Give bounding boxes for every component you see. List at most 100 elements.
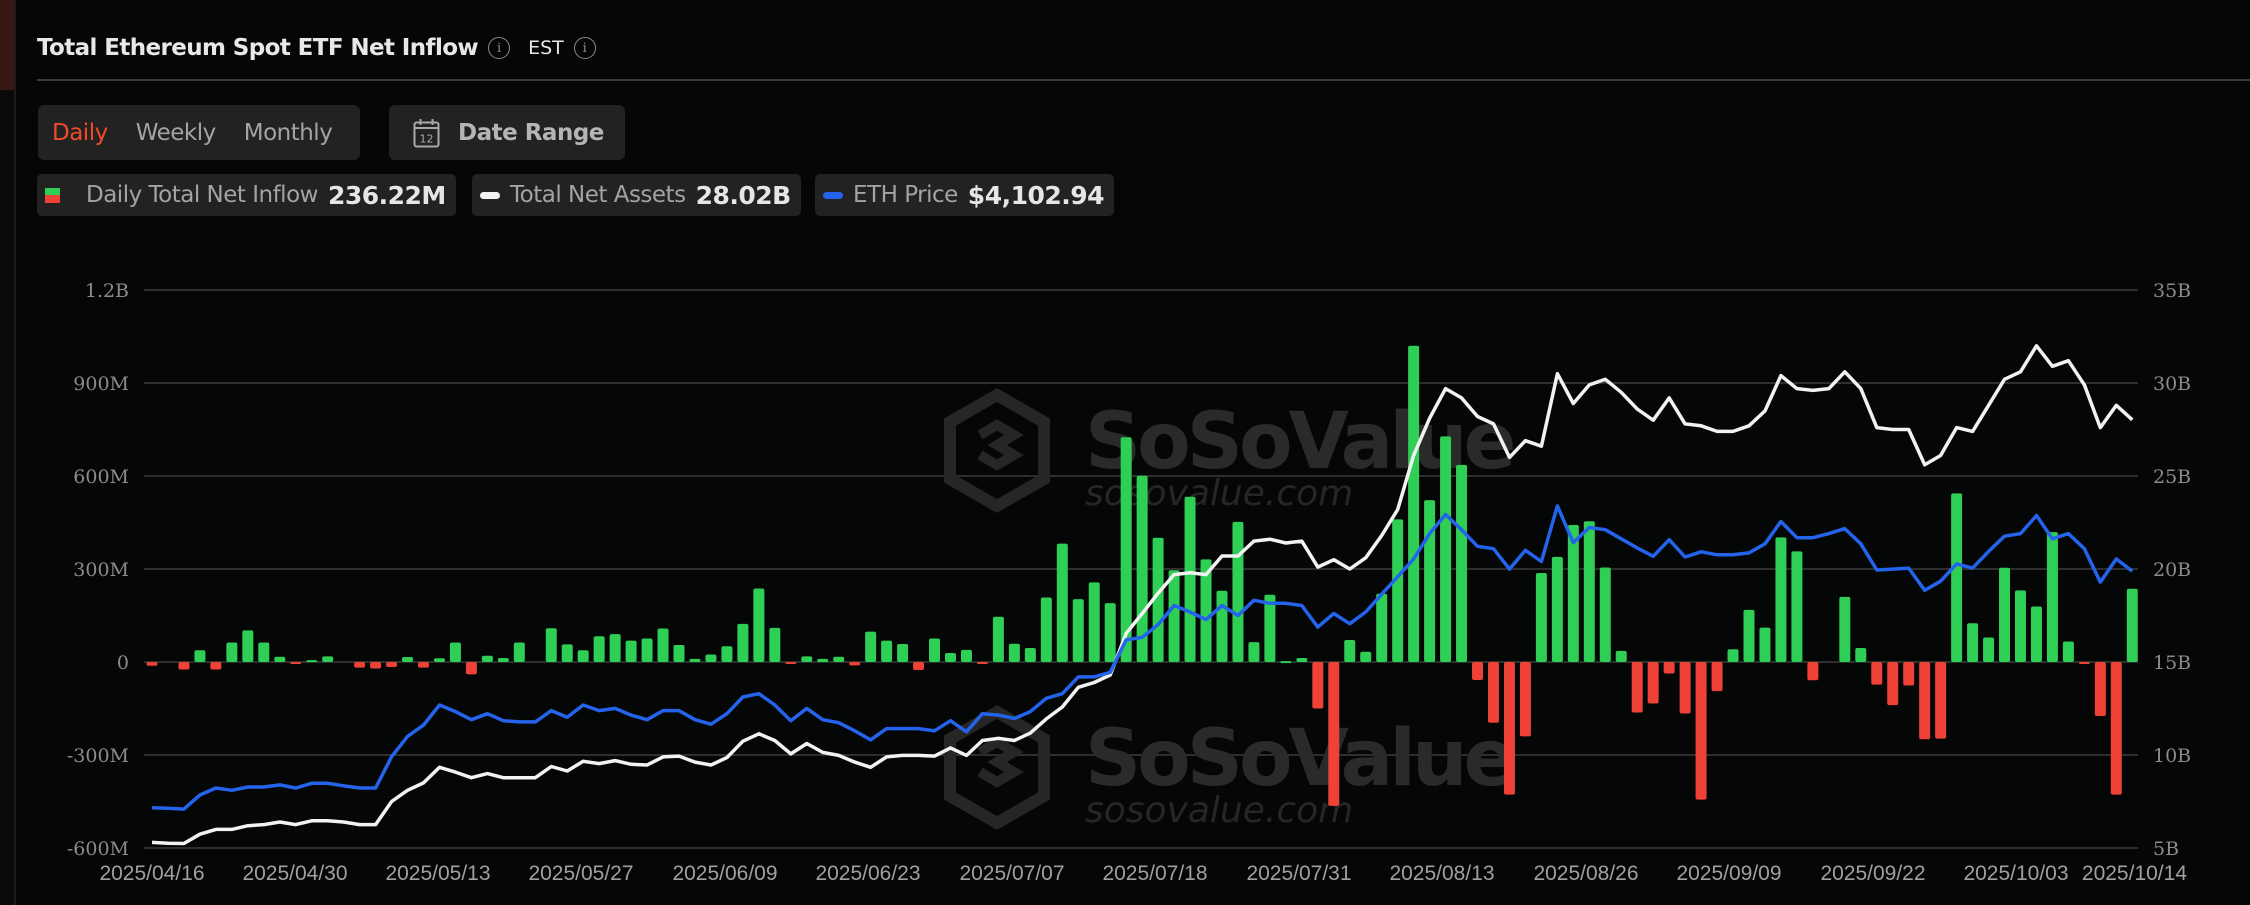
inflow-bar[interactable] bbox=[1519, 662, 1531, 737]
inflow-bar[interactable] bbox=[1376, 593, 1388, 662]
inflow-bar[interactable] bbox=[1104, 603, 1116, 662]
inflow-bar[interactable] bbox=[1360, 651, 1372, 662]
inflow-bar[interactable] bbox=[1296, 657, 1308, 662]
inflow-bar[interactable] bbox=[1456, 464, 1468, 662]
inflow-bar[interactable] bbox=[306, 660, 318, 663]
inflow-bar[interactable] bbox=[2110, 662, 2122, 795]
legend-eth-price[interactable]: ETH Price $4,102.94 bbox=[815, 174, 1115, 216]
inflow-bar[interactable] bbox=[1487, 662, 1499, 723]
inflow-bar[interactable] bbox=[290, 662, 302, 664]
inflow-bar[interactable] bbox=[705, 654, 717, 662]
inflow-bar[interactable] bbox=[737, 623, 749, 662]
inflow-bar[interactable] bbox=[194, 650, 206, 662]
inflow-bar[interactable] bbox=[881, 640, 893, 662]
inflow-bar[interactable] bbox=[689, 658, 701, 662]
inflow-bar[interactable] bbox=[625, 640, 637, 662]
inflow-bar[interactable] bbox=[146, 662, 158, 666]
inflow-bar[interactable] bbox=[1472, 662, 1484, 680]
inflow-bar[interactable] bbox=[1647, 662, 1659, 704]
inflow-bar[interactable] bbox=[2030, 606, 2042, 662]
inflow-bar[interactable] bbox=[1967, 623, 1979, 662]
inflow-bar[interactable] bbox=[1152, 537, 1164, 662]
inflow-bar[interactable] bbox=[226, 642, 238, 662]
inflow-bar[interactable] bbox=[1599, 567, 1611, 662]
inflow-bar[interactable] bbox=[1615, 650, 1627, 662]
inflow-bar[interactable] bbox=[1727, 649, 1739, 662]
inflow-bar[interactable] bbox=[1631, 662, 1643, 713]
tab-weekly[interactable]: Weekly bbox=[135, 119, 217, 146]
inflow-bar[interactable] bbox=[1392, 519, 1404, 662]
inflow-bar[interactable] bbox=[849, 662, 861, 666]
inflow-bar[interactable] bbox=[1424, 500, 1436, 662]
inflow-bar[interactable] bbox=[1312, 662, 1324, 709]
inflow-bar[interactable] bbox=[1184, 496, 1196, 662]
inflow-bar[interactable] bbox=[865, 631, 877, 662]
inflow-bar[interactable] bbox=[1056, 543, 1068, 662]
inflow-bar[interactable] bbox=[1120, 437, 1132, 662]
inflow-bar[interactable] bbox=[513, 642, 525, 662]
inflow-bar[interactable] bbox=[1248, 642, 1260, 662]
inflow-bar[interactable] bbox=[370, 662, 382, 669]
inflow-bar[interactable] bbox=[1040, 597, 1052, 662]
inflow-bar[interactable] bbox=[1264, 594, 1276, 662]
inflow-bar[interactable] bbox=[1328, 662, 1340, 806]
tab-monthly[interactable]: Monthly bbox=[243, 119, 333, 146]
inflow-bar[interactable] bbox=[817, 658, 829, 662]
inflow-bar[interactable] bbox=[1008, 643, 1020, 662]
inflow-bar[interactable] bbox=[2046, 532, 2058, 662]
inflow-bar[interactable] bbox=[1024, 648, 1036, 662]
inflow-bar[interactable] bbox=[1280, 661, 1292, 664]
inflow-bar[interactable] bbox=[593, 636, 605, 662]
inflow-bar[interactable] bbox=[2078, 662, 2090, 664]
inflow-bar[interactable] bbox=[210, 662, 222, 670]
inflow-bar[interactable] bbox=[976, 662, 988, 664]
inflow-bar[interactable] bbox=[1759, 627, 1771, 662]
inflow-bar[interactable] bbox=[561, 644, 573, 662]
inflow-bar[interactable] bbox=[1791, 551, 1803, 662]
inflow-bar[interactable] bbox=[785, 662, 797, 664]
inflow-bar[interactable] bbox=[945, 653, 956, 662]
inflow-bar[interactable] bbox=[242, 630, 254, 662]
inflow-bar[interactable] bbox=[897, 644, 909, 662]
legend-daily-net-inflow[interactable]: Daily Total Net Inflow 236.22M bbox=[37, 174, 456, 216]
inflow-bar[interactable] bbox=[2094, 662, 2106, 716]
inflow-bar[interactable] bbox=[929, 638, 941, 662]
inflow-bar[interactable] bbox=[1775, 537, 1787, 662]
inflow-bar[interactable] bbox=[833, 656, 845, 662]
inflow-bar[interactable] bbox=[1408, 345, 1420, 662]
inflow-bar[interactable] bbox=[1535, 573, 1547, 662]
inflow-bar[interactable] bbox=[753, 588, 765, 662]
inflow-bar[interactable] bbox=[657, 628, 669, 662]
inflow-bar[interactable] bbox=[449, 642, 461, 662]
inflow-bar[interactable] bbox=[801, 656, 813, 662]
inflow-bar[interactable] bbox=[721, 646, 733, 662]
inflow-bar[interactable] bbox=[1903, 662, 1915, 686]
inflow-bar[interactable] bbox=[274, 656, 286, 662]
inflow-bar[interactable] bbox=[641, 638, 653, 662]
legend-total-net-assets[interactable]: Total Net Assets 28.02B bbox=[472, 174, 801, 216]
inflow-bar[interactable] bbox=[1072, 599, 1084, 662]
inflow-bar[interactable] bbox=[545, 628, 557, 662]
inflow-bar[interactable] bbox=[178, 662, 190, 670]
inflow-bar[interactable] bbox=[992, 616, 1004, 662]
inflow-bar[interactable] bbox=[465, 662, 477, 675]
inflow-bar[interactable] bbox=[1983, 637, 1995, 662]
inflow-bar[interactable] bbox=[1807, 662, 1819, 681]
inflow-bar[interactable] bbox=[433, 658, 445, 662]
inflow-bar[interactable] bbox=[1839, 596, 1851, 662]
date-range-button[interactable]: 12 Date Range bbox=[389, 105, 625, 160]
inflow-bar[interactable] bbox=[1871, 662, 1883, 685]
inflow-bar[interactable] bbox=[1088, 582, 1100, 662]
inflow-bar[interactable] bbox=[1503, 662, 1515, 795]
inflow-bar[interactable] bbox=[1743, 609, 1755, 662]
inflow-bar[interactable] bbox=[609, 634, 621, 662]
inflow-bar[interactable] bbox=[577, 650, 589, 662]
inflow-bar[interactable] bbox=[960, 649, 972, 662]
inflow-bar[interactable] bbox=[417, 662, 429, 668]
inflow-bar[interactable] bbox=[322, 656, 334, 662]
tab-daily[interactable]: Daily bbox=[52, 119, 108, 146]
inflow-bar[interactable] bbox=[1711, 662, 1723, 692]
inflow-bar[interactable] bbox=[1679, 662, 1691, 714]
inflow-bar[interactable] bbox=[1551, 556, 1563, 662]
